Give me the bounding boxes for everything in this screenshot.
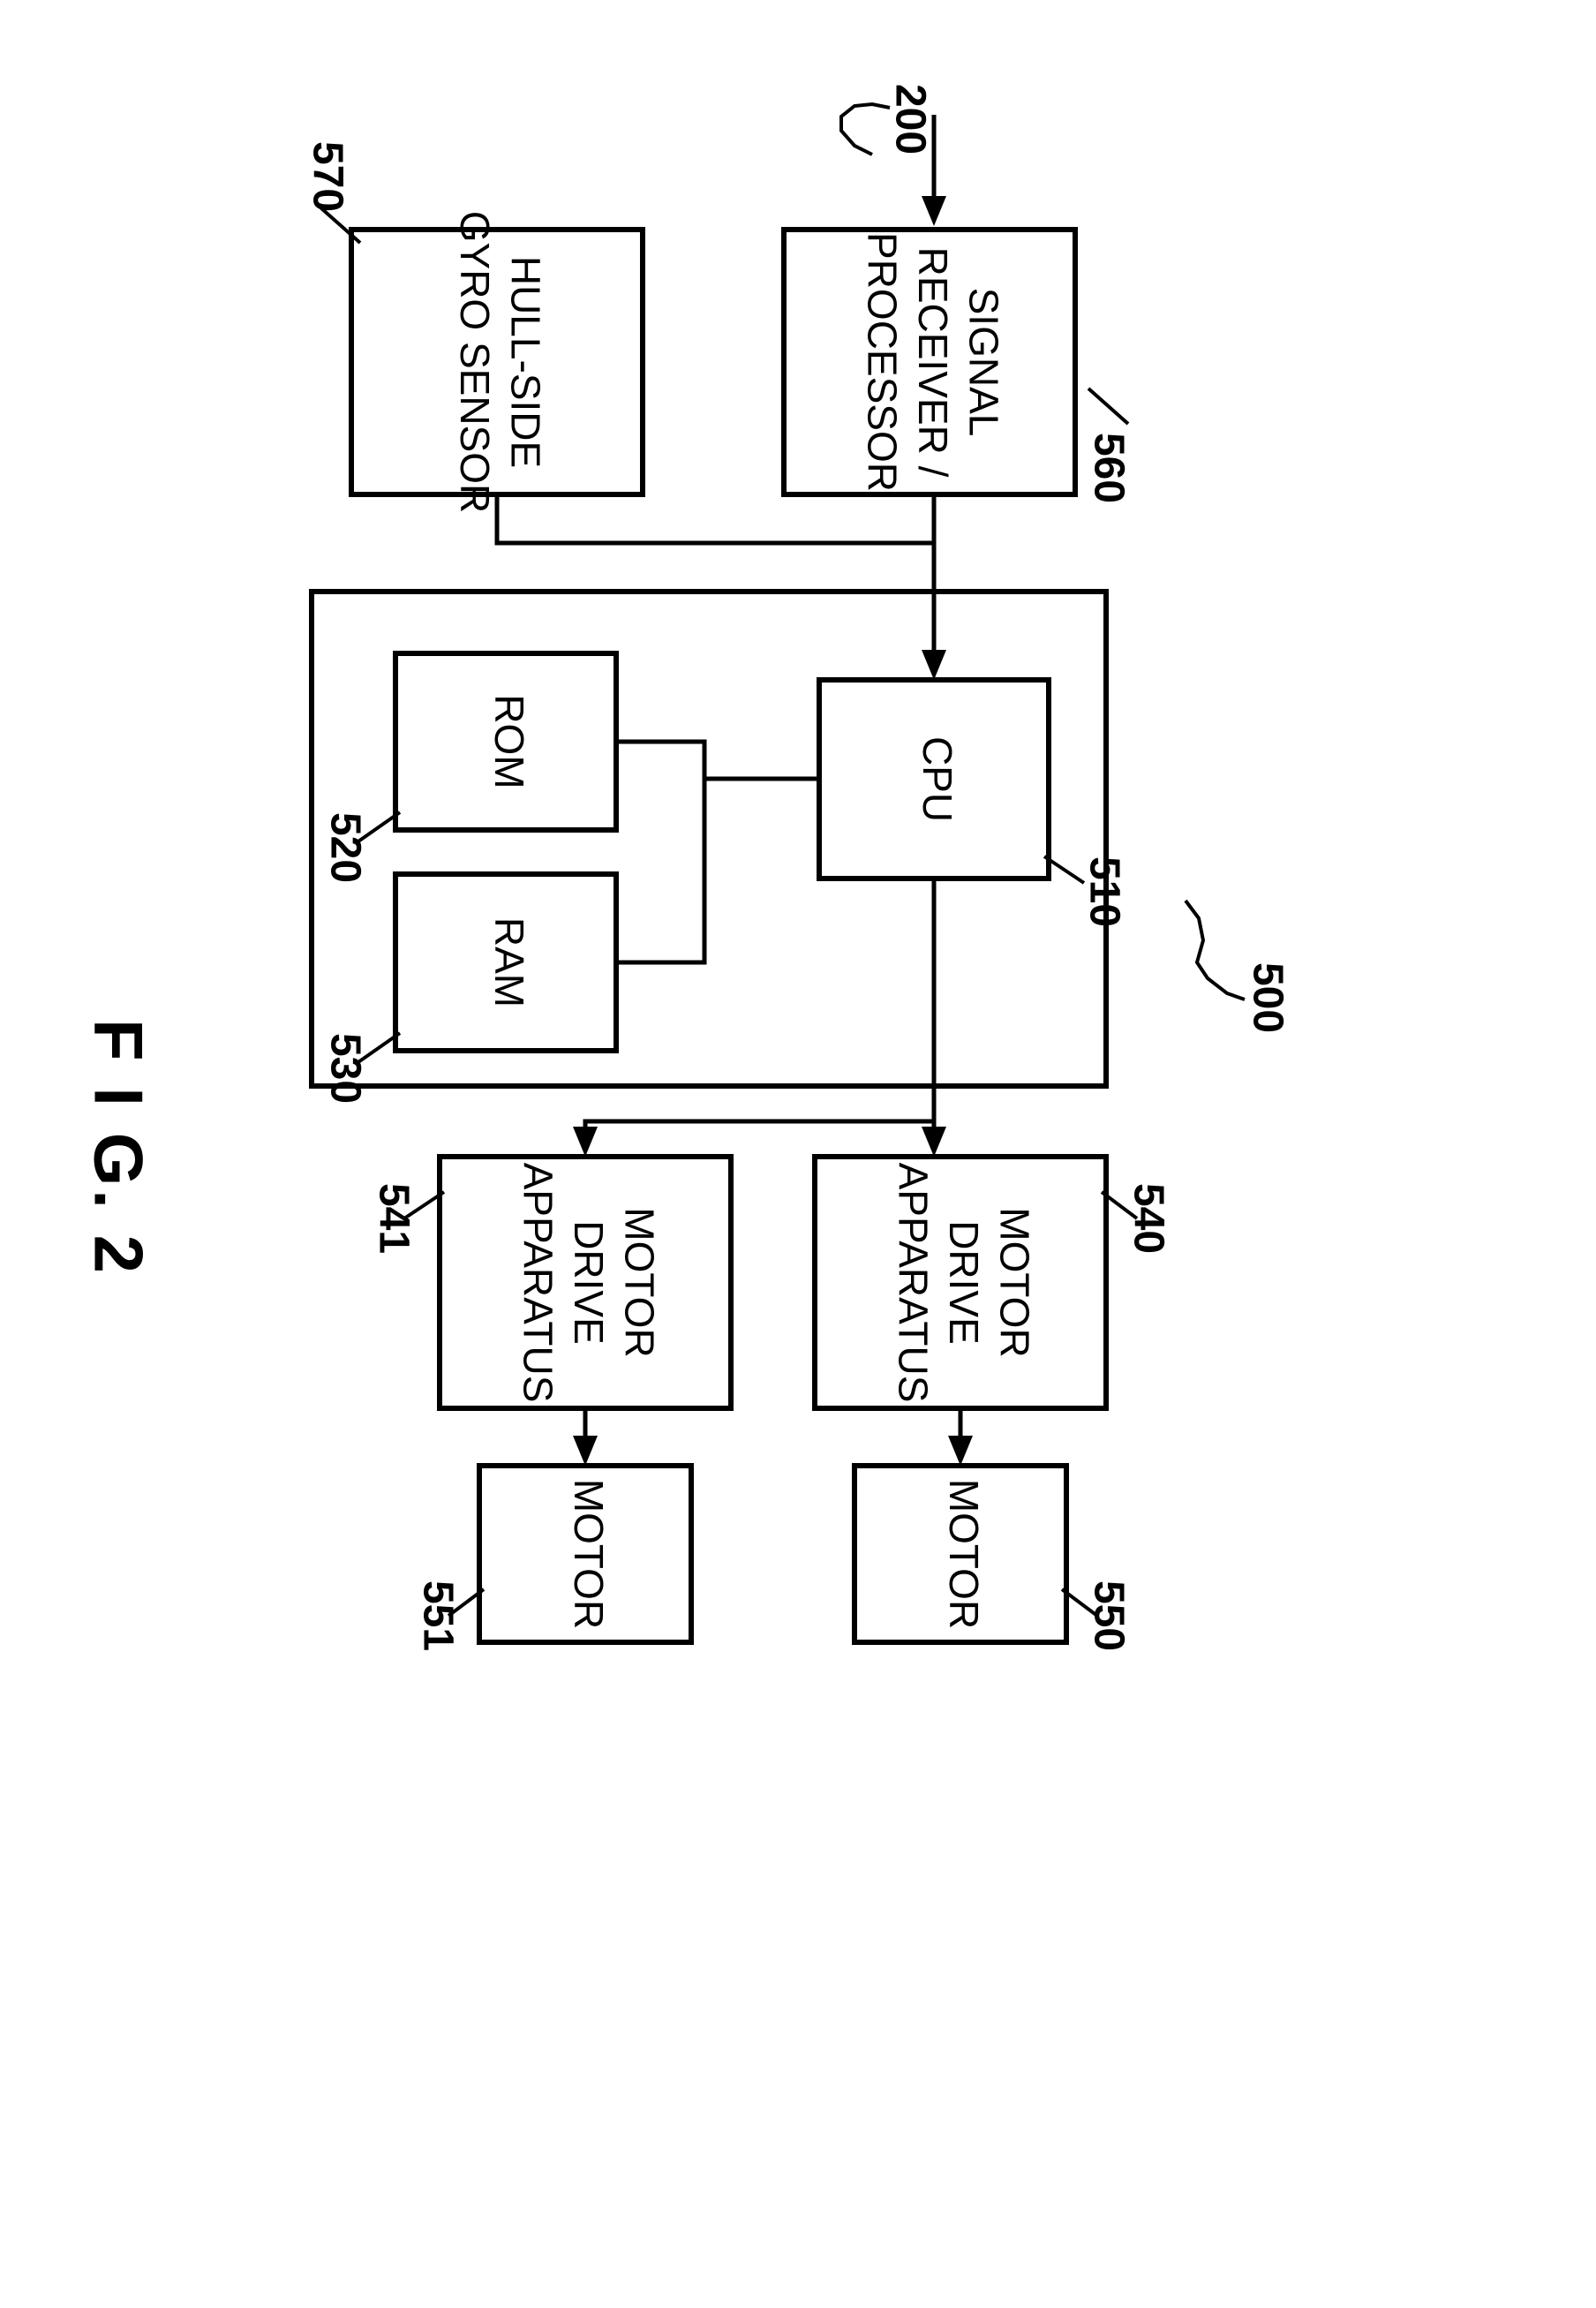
conn-cpu-mda2: [585, 1121, 934, 1127]
gyro-sensor-box-refnum: 570: [304, 141, 350, 212]
motor-drive-2-box-label: DRIVE: [566, 1220, 612, 1345]
motor-drive-2-box-refnum: 541: [370, 1183, 417, 1254]
gyro-sensor-box-leader: [320, 207, 360, 243]
ref-500-squiggle: [1186, 901, 1245, 999]
motor-drive-1-box-refnum: 540: [1125, 1183, 1171, 1254]
motor-drive-1-box-label: MOTOR: [991, 1207, 1037, 1357]
cpu-box-refnum: 510: [1080, 856, 1127, 927]
arrowhead: [573, 1127, 598, 1157]
motor-drive-1-box-label: APPARATUS: [890, 1163, 936, 1403]
signal-receiver-box-label: RECEIVER /: [910, 247, 956, 478]
cpu-box-label: CPU: [915, 736, 960, 822]
gyro-sensor-box-label: GYRO SENSOR: [452, 211, 498, 514]
signal-receiver-box-refnum: 560: [1085, 433, 1132, 503]
motor-2-box-label: MOTOR: [566, 1479, 612, 1629]
figure-label: F I G. 2: [79, 1019, 157, 1277]
arrowhead: [922, 1127, 946, 1157]
ram-box-label: RAM: [486, 917, 532, 1007]
diagram-root: CPU 510 ROM 520 RAM 530 SIGNALRECEIVER /PROCES…: [79, 84, 1291, 1651]
gyro-sensor-box-label: HULL-SIDE: [503, 256, 549, 468]
arrowhead: [948, 1436, 973, 1466]
ram-box-refnum: 530: [321, 1033, 368, 1104]
motor-drive-1-box-label: DRIVE: [941, 1220, 987, 1345]
signal-receiver-box-label: PROCESSOR: [859, 232, 905, 492]
motor-1-box-refnum: 550: [1085, 1580, 1132, 1651]
motor-drive-2-box-label: APPARATUS: [515, 1163, 561, 1403]
conn-gyro-bus: [497, 494, 934, 543]
motor-1-box-label: MOTOR: [941, 1479, 987, 1629]
arrowhead: [922, 196, 946, 226]
rom-box-label: ROM: [486, 694, 532, 788]
motor-2-box-refnum: 551: [414, 1580, 461, 1651]
motor-drive-2-box-label: MOTOR: [616, 1207, 662, 1357]
arrowhead: [573, 1436, 598, 1466]
signal-receiver-box-leader: [1088, 388, 1128, 424]
ref-500: 500: [1244, 962, 1291, 1033]
ref-200-squiggle: [841, 104, 890, 155]
signal-receiver-box-label: SIGNAL: [960, 288, 1006, 437]
ref-200: 200: [886, 84, 933, 155]
rom-box-refnum: 520: [321, 812, 368, 883]
